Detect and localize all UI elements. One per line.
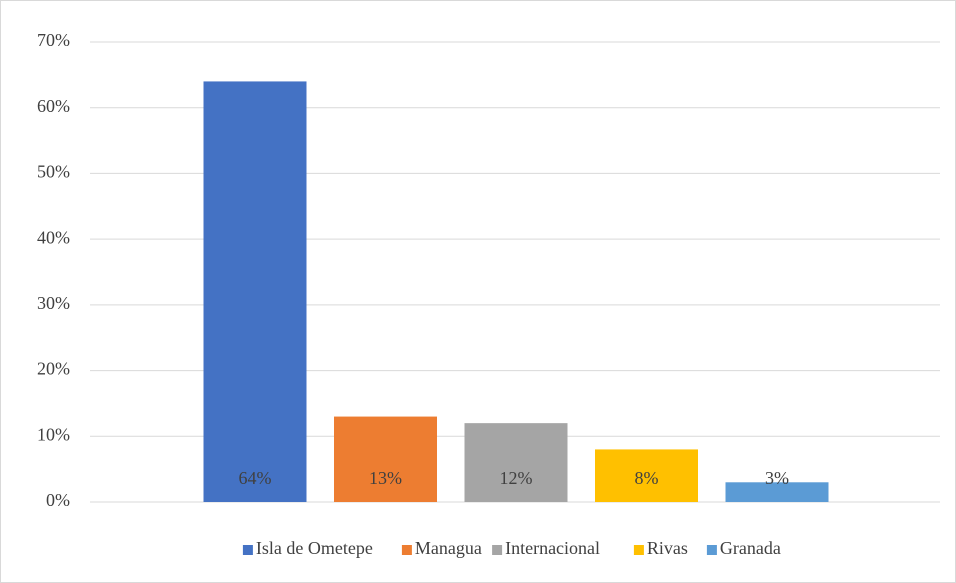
legend-label: Isla de Ometepe xyxy=(256,538,373,558)
legend-label: Managua xyxy=(415,538,482,558)
y-tick-label: 30% xyxy=(37,293,70,313)
data-label: 12% xyxy=(500,468,533,488)
bar xyxy=(464,423,568,502)
data-label: 64% xyxy=(239,468,272,488)
y-tick-label: 40% xyxy=(37,227,70,247)
legend-label: Internacional xyxy=(505,538,600,558)
legend-label: Granada xyxy=(720,538,781,558)
data-label: 3% xyxy=(765,468,789,488)
legend-label: Rivas xyxy=(647,538,688,558)
y-tick-label: 10% xyxy=(37,424,70,444)
bar xyxy=(725,482,829,502)
bar xyxy=(595,449,698,502)
legend-swatch xyxy=(242,545,253,555)
bar xyxy=(203,81,307,502)
data-label: 13% xyxy=(369,468,402,488)
bar xyxy=(334,416,437,502)
y-tick-label: 70% xyxy=(37,30,70,50)
y-tick-label: 20% xyxy=(37,359,70,379)
y-tick-label: 50% xyxy=(37,162,70,182)
legend-swatch xyxy=(706,545,717,555)
legend-swatch xyxy=(633,545,644,555)
y-tick-label: 60% xyxy=(37,96,70,116)
legend-swatch xyxy=(401,545,412,555)
legend-swatch xyxy=(492,545,503,555)
y-tick-label: 0% xyxy=(46,490,70,510)
data-label: 8% xyxy=(635,468,659,488)
